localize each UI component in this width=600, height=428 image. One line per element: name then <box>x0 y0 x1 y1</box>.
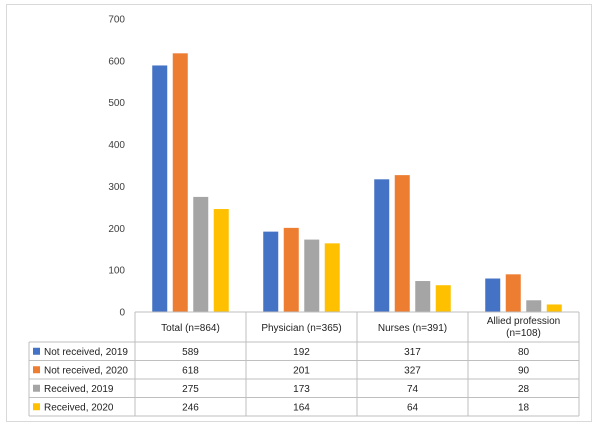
bar <box>283 227 299 312</box>
bar <box>304 239 320 312</box>
data-label: 90 <box>518 365 530 376</box>
data-label: 201 <box>293 365 310 376</box>
y-tick-label: 700 <box>108 15 125 26</box>
bar-chart: 0 100 200 300 400 500 600 700 Total (n=864) Physi… <box>28 15 580 417</box>
data-label: 275 <box>182 384 199 395</box>
y-tick-label: 0 <box>119 308 125 319</box>
bar <box>152 65 168 312</box>
y-tick-label: 600 <box>108 56 125 67</box>
legend-swatch <box>33 347 40 355</box>
data-label: 327 <box>404 365 421 376</box>
data-label: 164 <box>293 402 310 413</box>
bar <box>505 274 521 312</box>
data-label: 246 <box>182 402 199 413</box>
data-label: 64 <box>407 402 419 413</box>
bar <box>526 300 542 312</box>
legend-swatch <box>33 384 40 392</box>
bar <box>213 209 229 312</box>
y-tick-label: 100 <box>108 266 125 277</box>
y-tick-label: 300 <box>108 182 125 193</box>
chart-frame: 0 100 200 300 400 500 600 700 Total (n=864) Physi… <box>6 4 592 422</box>
bar <box>435 285 451 312</box>
legend-label: Not received, 2020 <box>44 365 128 376</box>
bar <box>172 53 188 313</box>
data-label: 28 <box>518 384 530 395</box>
data-label: 192 <box>293 347 310 358</box>
data-label: 173 <box>293 384 310 395</box>
bar <box>193 196 209 312</box>
data-label: 80 <box>518 347 530 358</box>
bar <box>546 304 562 312</box>
data-label: 589 <box>182 347 199 358</box>
y-tick-label: 500 <box>108 98 125 109</box>
y-tick-label: 200 <box>108 224 125 235</box>
y-tick-label: 400 <box>108 140 125 151</box>
legend-label: Not received, 2019 <box>44 347 128 358</box>
legend-label: Received, 2019 <box>44 384 114 395</box>
category-label: Total (n=864) <box>161 323 220 334</box>
legend-label: Received, 2020 <box>44 402 114 413</box>
bar <box>415 281 431 312</box>
data-label: 74 <box>407 384 419 395</box>
legend-swatch <box>33 366 40 374</box>
legend-swatch <box>33 403 40 411</box>
data-label: 618 <box>182 365 199 376</box>
bar <box>263 231 279 312</box>
bar <box>394 175 410 312</box>
bar <box>374 179 390 312</box>
bar <box>485 278 501 312</box>
category-label: Allied profession (n=108) <box>487 316 560 339</box>
data-label: 18 <box>518 402 530 413</box>
category-label: Nurses (n=391) <box>378 323 447 334</box>
bar <box>324 243 340 312</box>
category-label: Physician (n=365) <box>261 323 341 334</box>
data-label: 317 <box>404 347 421 358</box>
